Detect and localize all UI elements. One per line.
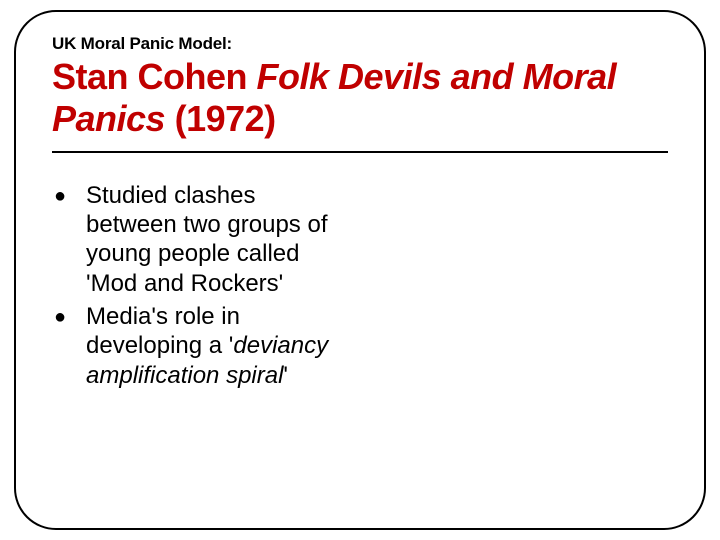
- list-item: ● Studied clashes between two groups of …: [52, 181, 352, 298]
- bullet-text-segment: Media's role in developing a ': [86, 303, 240, 359]
- bullet-text: Media's role in developing a 'deviancy a…: [86, 302, 352, 390]
- slide-overline: UK Moral Panic Model:: [52, 34, 668, 54]
- title-author: Stan Cohen: [52, 56, 257, 97]
- title-year: (1972): [165, 98, 276, 139]
- body-column: ● Studied clashes between two groups of …: [52, 181, 352, 390]
- bullet-text-segment: Studied clashes between two groups of yo…: [86, 182, 328, 297]
- bullet-text-segment: ': [283, 362, 288, 389]
- slide-title: Stan Cohen Folk Devils and Moral Panics …: [52, 56, 668, 153]
- slide-frame: UK Moral Panic Model: Stan Cohen Folk De…: [14, 10, 706, 530]
- list-item: ● Media's role in developing a 'deviancy…: [52, 302, 352, 390]
- bullet-icon: ●: [52, 302, 86, 332]
- bullet-icon: ●: [52, 181, 86, 211]
- bullet-text: Studied clashes between two groups of yo…: [86, 181, 352, 298]
